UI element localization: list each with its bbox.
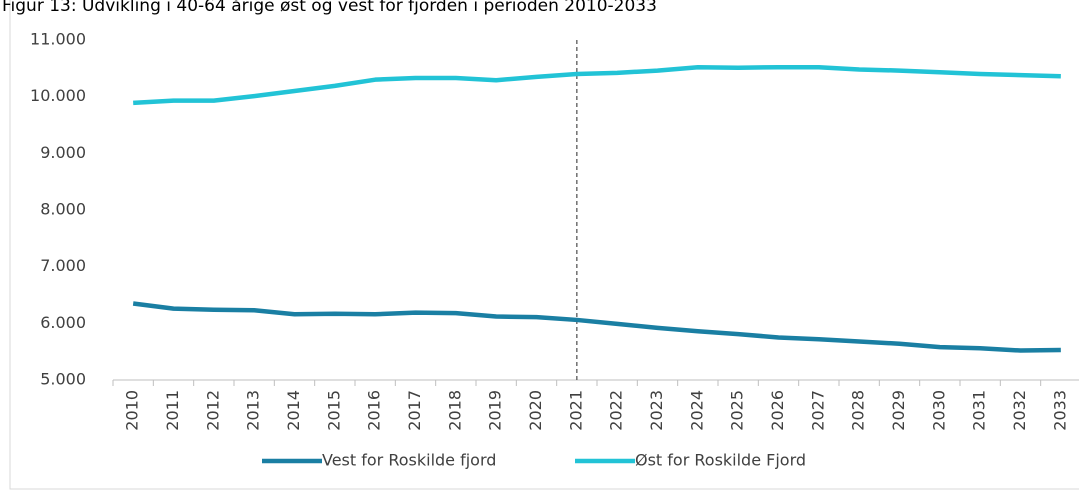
x-tick-label: 2028 [849,390,868,431]
x-tick-label: 2018 [445,390,464,431]
x-tick-label: 2023 [647,390,666,431]
y-tick-label: 5.000 [40,370,86,389]
y-tick-label: 10.000 [30,86,86,105]
x-tick-label: 2025 [728,390,747,431]
x-tick-label: 2020 [526,390,545,431]
x-tick-label: 2029 [889,390,908,431]
x-tick-label: 2027 [808,390,827,431]
x-tick-label: 2013 [244,390,263,431]
x-tick-label: 2014 [284,390,303,431]
x-tick-label: 2033 [1050,390,1069,431]
x-tick-label: 2022 [607,390,626,431]
y-tick-label: 8.000 [40,200,86,219]
x-tick-label: 2011 [163,390,182,431]
x-tick-label: 2021 [566,390,585,431]
x-tick-label: 2026 [768,390,787,431]
x-tick-label: 2031 [970,390,989,431]
x-tick-label: 2010 [123,390,142,431]
legend-label: Vest for Roskilde fjord [322,451,496,470]
x-tick-label: 2017 [405,390,424,431]
y-tick-label: 7.000 [40,256,86,275]
y-tick-label: 11.000 [30,30,86,49]
x-tick-label: 2015 [324,390,343,431]
series-line [132,301,1061,353]
x-tick-label: 2019 [486,390,505,431]
x-tick-label: 2016 [365,390,384,431]
chart-frame [9,0,1079,490]
x-tick-label: 2030 [929,390,948,431]
legend-label: Øst for Roskilde Fjord [635,451,806,470]
y-tick-label: 9.000 [40,143,86,162]
x-tick-label: 2012 [203,390,222,431]
chart-title: Figur 13: Udvikling i 40-64 årige øst og… [2,0,657,16]
y-tick-label: 6.000 [40,313,86,332]
x-tick-label: 2024 [687,390,706,431]
series-line [133,64,1061,106]
x-tick-label: 2032 [1010,390,1029,431]
